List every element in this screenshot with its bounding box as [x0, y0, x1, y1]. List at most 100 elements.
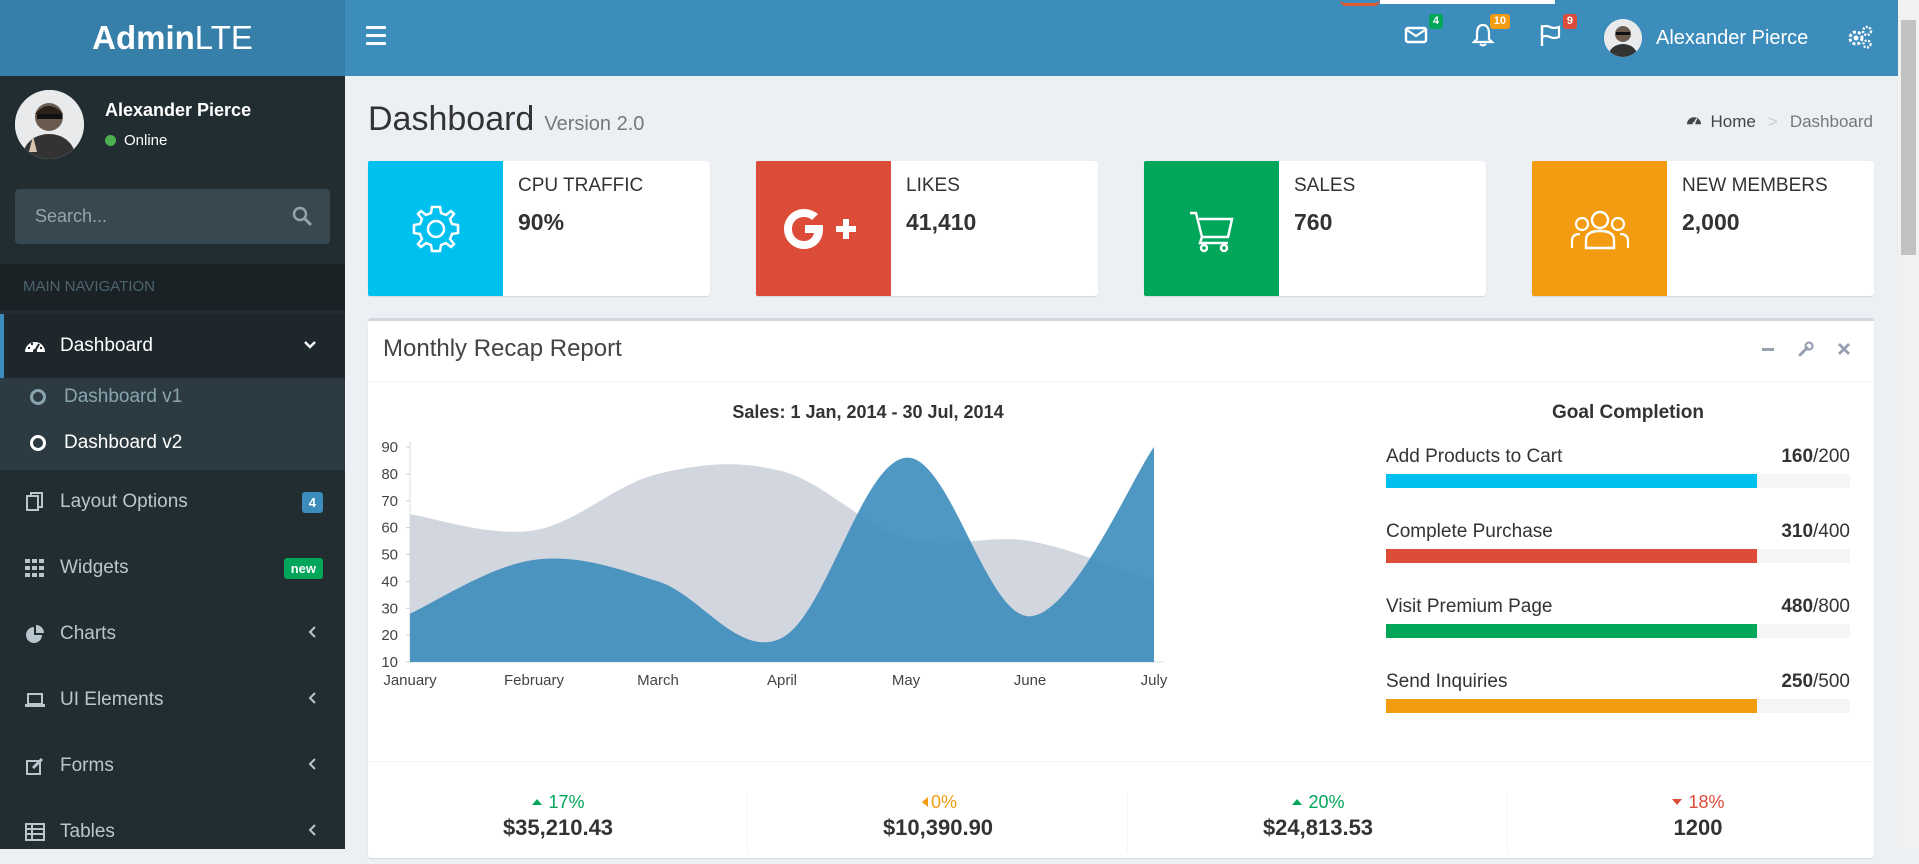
- percentage: 17%: [368, 792, 748, 813]
- sidebar-item-label: Tables: [60, 821, 115, 842]
- nav-header: MAIN NAVIGATION: [0, 264, 345, 310]
- layout-options-badge: 4: [301, 491, 323, 513]
- main-header: AdminLTE 4 10 9 Alexander Pierce: [0, 0, 1898, 76]
- page-title: Dashboard Version 2.0: [368, 100, 645, 138]
- collapse-button[interactable]: [1758, 339, 1778, 359]
- sidebar-item-layout-options[interactable]: Layout Options 4: [0, 470, 345, 534]
- search-input[interactable]: [15, 189, 275, 244]
- flags-button[interactable]: 9: [1537, 14, 1577, 52]
- info-box-label: LIKES: [906, 175, 960, 196]
- sidebar-item-forms[interactable]: Forms: [0, 734, 345, 798]
- edit-icon: [24, 755, 46, 777]
- bell-icon: [1471, 23, 1495, 47]
- breadcrumb-home-link[interactable]: Home: [1710, 112, 1756, 131]
- info-box-label: NEW MEMBERS: [1682, 175, 1828, 196]
- close-button[interactable]: [1834, 339, 1854, 359]
- gears-icon: [1848, 25, 1873, 49]
- goal-value: 160/200: [1781, 446, 1850, 467]
- percentage: 18%: [1508, 792, 1888, 813]
- y-tick-label: 80: [381, 466, 398, 483]
- avatar: [1604, 19, 1642, 57]
- search-icon: [292, 206, 312, 226]
- sidebar-item-charts[interactable]: Charts: [0, 602, 345, 666]
- laptop-icon: [24, 689, 46, 711]
- sidebar-subitem-dashboard-v2[interactable]: Dashboard v2: [30, 432, 182, 454]
- series-area-2: [410, 447, 1154, 662]
- shopping-cart-icon: [1144, 161, 1279, 296]
- sidebar-item-label: Dashboard: [60, 335, 153, 356]
- amount: $24,813.53: [1262, 815, 1374, 840]
- minus-icon: [1762, 348, 1774, 351]
- close-icon: [1838, 343, 1850, 355]
- goal-value: 310/400: [1781, 521, 1850, 542]
- flags-badge: 9: [1562, 14, 1577, 29]
- sidebar-item-dashboard[interactable]: Dashboard: [0, 314, 345, 378]
- sidebar-item-ui-elements[interactable]: UI Elements: [0, 668, 345, 732]
- info-box-members: NEW MEMBERS 2,000: [1532, 161, 1874, 296]
- info-box-value: 760: [1294, 209, 1333, 235]
- widgets-badge: new: [283, 557, 323, 579]
- sidebar-search: [15, 189, 330, 244]
- sidebar-item-label: Forms: [60, 755, 114, 776]
- info-box-label: CPU TRAFFIC: [518, 175, 644, 196]
- sidebar-toggle-button[interactable]: [366, 26, 386, 48]
- sidebar-item-tables[interactable]: Tables: [0, 800, 345, 864]
- y-tick-label: 60: [381, 520, 398, 537]
- chevron-left-icon: [307, 823, 317, 842]
- goal-title: Goal Completion: [1552, 402, 1704, 423]
- goal-label: Send Inquiries: [1386, 671, 1508, 692]
- percentage: 20%: [1128, 792, 1508, 813]
- goal-label: Complete Purchase: [1386, 521, 1553, 542]
- sidebar-item-widgets[interactable]: Widgets new: [0, 536, 345, 600]
- amount: 1200: [1673, 815, 1723, 840]
- scrollbar-thumb[interactable]: [1901, 20, 1916, 255]
- recap-footer: 17% $35,210.43 0% $10,390.90 20% $24,813…: [368, 761, 1874, 861]
- page-subtitle: Version 2.0: [544, 113, 645, 135]
- sidebar-subitem-dashboard-v1[interactable]: Dashboard v1: [30, 386, 182, 408]
- user-status: Online: [105, 132, 167, 149]
- sales-area-chart: 10 20 30 40 50 60 70 80 90 January February March Ap…: [381, 439, 1168, 689]
- progress-track: [1386, 549, 1850, 563]
- popup-edge: [1380, 0, 1555, 4]
- chart-title: Sales: 1 Jan, 2014 - 30 Jul, 2014: [732, 402, 1004, 422]
- online-dot-icon: [105, 135, 116, 146]
- info-box-sales: SALES 760: [1144, 161, 1486, 296]
- goal-label: Visit Premium Page: [1386, 596, 1553, 617]
- info-box-label: SALES: [1294, 175, 1356, 196]
- settings-button[interactable]: [1846, 24, 1876, 54]
- goal-value: 480/800: [1781, 596, 1850, 617]
- scrollbar[interactable]: [1898, 0, 1919, 849]
- description-block: 20% $24,813.53: [1128, 792, 1508, 852]
- notifications-button[interactable]: 10: [1470, 14, 1510, 52]
- recap-body: Sales: 1 Jan, 2014 - 30 Jul, 2014 10 20 30…: [368, 381, 1874, 761]
- header-user-name: Alexander Pierce: [1656, 26, 1809, 49]
- goal-label: Add Products to Cart: [1386, 446, 1563, 467]
- sidebar-item-label: Charts: [60, 623, 116, 644]
- amount: $10,390.90: [882, 815, 994, 840]
- grid-icon: [24, 557, 46, 579]
- y-tick-label: 30: [381, 600, 398, 617]
- chevron-left-icon: [307, 625, 317, 644]
- percentage: 0%: [748, 792, 1128, 813]
- user-menu[interactable]: Alexander Pierce: [1604, 18, 1808, 58]
- sidebar-item-label: UI Elements: [60, 689, 164, 710]
- info-box-likes: LIKES 41,410: [756, 161, 1098, 296]
- sidebar-item-label: Widgets: [60, 557, 129, 578]
- breadcrumb-current: Dashboard: [1789, 112, 1873, 131]
- settings-tool-button[interactable]: [1796, 339, 1816, 359]
- goal-value: 250/500: [1781, 671, 1850, 692]
- breadcrumb: Home > Dashboard: [1685, 112, 1873, 132]
- table-icon: [24, 821, 46, 843]
- dashboard-submenu: Dashboard v1 Dashboard v2: [0, 378, 345, 470]
- search-button[interactable]: [292, 206, 312, 231]
- messages-badge: 4: [1428, 14, 1443, 29]
- messages-button[interactable]: 4: [1403, 14, 1443, 52]
- goal-send-inquiries: Send Inquiries 250/500: [1386, 671, 1850, 713]
- goal-visit-premium: Visit Premium Page 480/800: [1386, 596, 1850, 638]
- box-tools: [1758, 339, 1854, 359]
- description-block: 0% $10,390.90: [748, 792, 1128, 852]
- y-tick-label: 20: [381, 627, 398, 644]
- chevron-left-icon: [307, 757, 317, 776]
- logo[interactable]: AdminLTE: [0, 0, 345, 76]
- info-box-value: 41,410: [906, 209, 977, 235]
